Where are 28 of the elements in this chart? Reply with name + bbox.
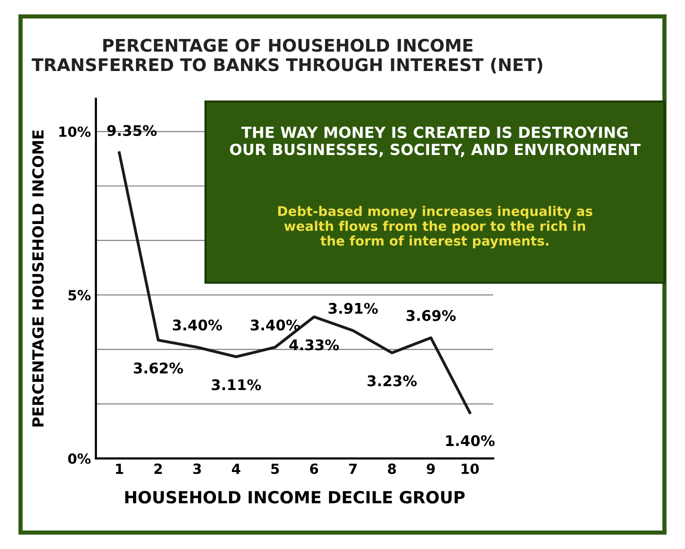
x-tick-label: 8 bbox=[388, 464, 396, 474]
data-label: 9.35% bbox=[107, 125, 157, 136]
data-label: 3.62% bbox=[134, 362, 184, 374]
x-tick-label: 10 bbox=[462, 464, 479, 474]
annotation: THE WAY MONEY IS CREATED IS DESTROYING OUR BUSINESSES, SOCIETY, AND ENVIRONMENT bbox=[230, 126, 641, 158]
data-label: 3.23% bbox=[368, 375, 417, 386]
data-label: 3.11% bbox=[212, 379, 261, 390]
y-axis-title: PERCENTAGE HOUSEHOLD INCOME bbox=[32, 130, 44, 427]
data-label: 3.91% bbox=[328, 302, 378, 314]
x-tick-label: 5 bbox=[271, 464, 279, 474]
data-label: 3.40% bbox=[172, 320, 222, 331]
data-label: 1.40% bbox=[446, 435, 495, 446]
y-tick-label: 5% bbox=[68, 290, 91, 300]
data-label: 3.69% bbox=[406, 310, 456, 322]
x-tick-label: 4 bbox=[232, 464, 240, 474]
y-tick-label: 10% bbox=[59, 126, 91, 137]
x-tick-label: 3 bbox=[193, 464, 201, 474]
data-label: 4.33% bbox=[289, 339, 339, 350]
x-tick-label: 1 bbox=[116, 464, 124, 474]
x-axis-title: HOUSEHOLD INCOME DECILE GROUP bbox=[125, 490, 465, 504]
x-tick-label: 7 bbox=[349, 464, 357, 474]
x-tick-label: 6 bbox=[310, 464, 318, 474]
data-label: 3.40% bbox=[250, 320, 300, 331]
x-tick-label: 9 bbox=[426, 464, 435, 474]
annotation: Debt-based money increases inequality as wealth flows from the poor to the rich in the form of interest payments. bbox=[278, 206, 592, 248]
x-tick-label: 2 bbox=[154, 464, 162, 474]
chart-title: PERCENTAGE OF HOUSEHOLD INCOME TRANSFERRED TO BANKS THROUGH INTEREST (NET) bbox=[32, 38, 542, 74]
y-tick-label: 0% bbox=[68, 453, 91, 464]
